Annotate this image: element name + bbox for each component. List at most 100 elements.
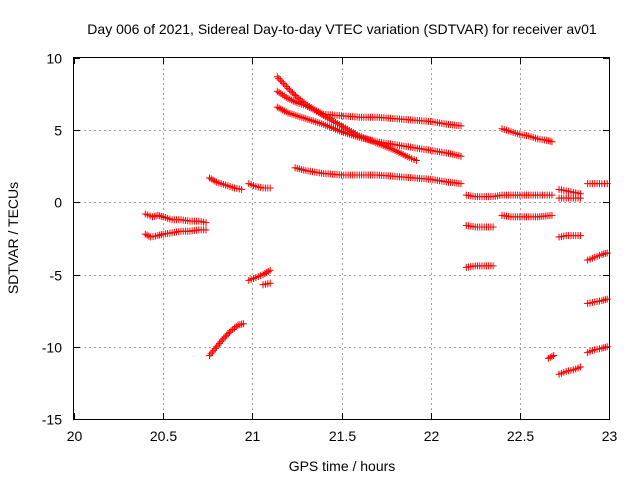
data-point xyxy=(209,176,217,184)
data-point xyxy=(305,103,313,111)
data-point xyxy=(226,328,234,336)
data-point xyxy=(210,346,218,354)
data-point xyxy=(280,107,288,115)
data-point xyxy=(214,341,222,349)
data-series-arc-e xyxy=(245,180,274,192)
data-series-arc-m xyxy=(462,222,497,231)
data-point xyxy=(307,104,315,112)
y-tick-label: -5 xyxy=(50,268,63,284)
chart-title: Day 006 of 2021, Sidereal Day-to-day VTE… xyxy=(87,21,597,37)
data-series-arc-t xyxy=(555,232,584,241)
data-point xyxy=(143,231,151,239)
x-tick-label: 22 xyxy=(424,428,440,444)
data-point xyxy=(259,271,267,279)
data-series-arc-k xyxy=(291,164,465,188)
data-point xyxy=(302,102,310,110)
x-tick-label: 20 xyxy=(67,428,83,444)
data-point xyxy=(266,279,274,287)
data-series-arc-b xyxy=(141,226,210,241)
data-point xyxy=(221,333,229,341)
data-point xyxy=(311,106,319,114)
data-point xyxy=(287,87,295,95)
data-point xyxy=(211,345,219,353)
data-point xyxy=(227,327,235,335)
data-point xyxy=(284,94,292,102)
data-point xyxy=(273,73,281,81)
data-series-arc-u xyxy=(555,363,584,378)
data-point xyxy=(550,351,558,359)
data-point xyxy=(276,76,284,84)
data-point xyxy=(218,336,226,344)
data-point xyxy=(275,104,283,112)
data-series-arc-l xyxy=(462,191,556,201)
data-series-arc-d xyxy=(206,320,247,359)
x-axis-label: GPS time / hours xyxy=(289,458,396,474)
x-tick-label: 23 xyxy=(602,428,618,444)
data-point xyxy=(202,226,210,234)
data-point xyxy=(279,79,287,87)
data-point xyxy=(263,268,271,276)
data-point xyxy=(314,108,322,116)
data-point xyxy=(207,175,215,183)
x-tick-label: 22.5 xyxy=(507,428,534,444)
data-point xyxy=(296,96,304,104)
data-point xyxy=(266,266,274,274)
data-point xyxy=(286,95,294,103)
y-tick-label: -15 xyxy=(42,412,62,428)
data-point xyxy=(290,90,298,98)
data-point xyxy=(273,103,281,111)
data-point xyxy=(291,92,299,100)
data-series-arc-n xyxy=(462,262,497,271)
y-tick-label: -10 xyxy=(42,340,62,356)
data-point xyxy=(457,180,465,188)
data-series-arc-v xyxy=(584,180,611,188)
data-point xyxy=(275,74,283,82)
data-point xyxy=(576,232,584,240)
data-point xyxy=(206,351,214,359)
data-series-arc-s xyxy=(555,194,584,202)
axis-ticks: 20 20.5 21 21.5 22 22.5 23 -15 -10 -5 0 5 10 xyxy=(42,51,618,445)
data-point xyxy=(313,107,321,115)
x-tick-label: 21 xyxy=(245,428,261,444)
grid-lines xyxy=(74,58,609,419)
y-tick-label: 5 xyxy=(54,123,62,139)
x-tick-label: 21.5 xyxy=(329,428,356,444)
data-point xyxy=(548,352,556,360)
data-series-arc-a xyxy=(141,210,210,227)
data-point xyxy=(216,339,224,347)
data-point xyxy=(223,331,231,339)
data-series-arc-w xyxy=(584,249,611,264)
data-point xyxy=(277,105,285,113)
data-series-arc-j xyxy=(273,103,465,160)
data-point xyxy=(288,96,296,104)
data-series-arc-c xyxy=(206,174,246,193)
data-point xyxy=(220,334,228,342)
data-series-arc-f xyxy=(245,266,274,284)
data-point xyxy=(412,157,420,165)
data-point xyxy=(239,320,247,328)
data-point xyxy=(282,108,290,116)
data-point xyxy=(576,194,584,202)
data-point xyxy=(285,86,293,94)
data-point xyxy=(273,87,281,95)
data-point xyxy=(264,267,272,275)
y-axis-label: SDTVAR / TECUs xyxy=(5,182,21,294)
data-series-arc-g xyxy=(259,279,274,289)
data-point xyxy=(231,324,238,332)
data-point xyxy=(213,343,221,351)
data-point xyxy=(544,354,552,362)
data-point xyxy=(217,338,225,346)
data-point xyxy=(318,111,326,119)
data-point xyxy=(282,93,290,101)
data-point xyxy=(457,122,465,130)
data-series-arc-p xyxy=(498,211,556,221)
data-point xyxy=(309,105,317,113)
data-point xyxy=(457,152,465,160)
data-point xyxy=(489,262,497,270)
data-series-arc-q xyxy=(544,351,558,362)
x-tick-label: 20.5 xyxy=(150,428,177,444)
data-point xyxy=(277,90,285,98)
data-series-arc-h xyxy=(273,73,465,130)
y-tick-label: 0 xyxy=(54,195,62,211)
